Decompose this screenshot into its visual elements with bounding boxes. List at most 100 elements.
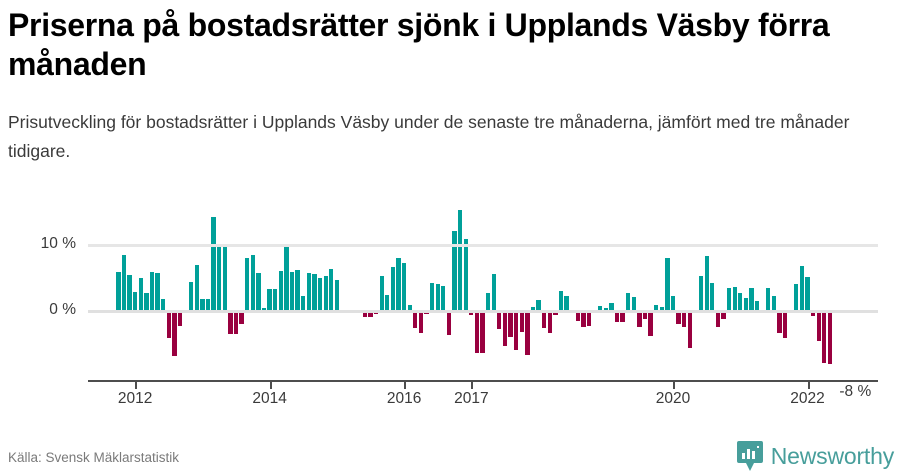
x-axis-tick [807, 382, 810, 389]
bar [413, 310, 418, 328]
bar [637, 310, 642, 328]
bar [390, 267, 396, 311]
bar [289, 272, 295, 311]
bar [519, 310, 524, 333]
bar [189, 281, 194, 311]
bar [575, 310, 580, 322]
bar [362, 310, 368, 318]
bar [194, 265, 199, 311]
bar [127, 274, 132, 311]
bar [317, 277, 323, 311]
bar [810, 310, 816, 316]
bar [654, 304, 659, 311]
bar [233, 310, 239, 335]
bar [822, 310, 827, 364]
bar [256, 272, 261, 311]
bar [726, 288, 732, 311]
bar [749, 287, 754, 311]
bar [155, 272, 160, 311]
bar-series [88, 205, 878, 370]
bar [429, 282, 435, 311]
bar [396, 258, 401, 311]
bar [133, 292, 138, 311]
bar [614, 310, 620, 323]
bar [805, 276, 810, 311]
bar [211, 216, 216, 311]
bar [525, 310, 530, 356]
bar [508, 310, 513, 337]
bar [418, 310, 424, 334]
bar [514, 310, 519, 351]
bar [648, 310, 653, 336]
bar [446, 310, 452, 335]
bar [502, 310, 508, 347]
page-subtitle: Prisutveckling för bostadsrätter i Uppla… [8, 112, 850, 161]
bar [766, 287, 771, 311]
bar [491, 274, 496, 311]
bar [665, 257, 670, 311]
bar [401, 263, 407, 311]
bar [581, 310, 586, 328]
x-axis-tick-label: 2020 [655, 390, 691, 407]
bar [547, 310, 552, 334]
bar [222, 246, 227, 311]
bar [497, 310, 502, 330]
bar [368, 310, 373, 318]
bar [799, 266, 805, 311]
x-axis-tick-label: 2016 [386, 390, 422, 407]
bar [172, 310, 177, 357]
bar [715, 310, 720, 328]
bar-chart: 10 % 0 % 2012 2014 2016 2017 2020 2022 -8 % [0, 195, 900, 410]
bar [239, 310, 244, 324]
bar [323, 276, 328, 311]
bar [463, 238, 468, 311]
bar [261, 307, 267, 311]
bar [732, 286, 737, 311]
y-axis-tick-label: 10 % [40, 234, 76, 252]
bar [710, 282, 715, 311]
bar [530, 306, 536, 311]
page-title: Priserna på bostadsrätter sjönk i Upplan… [8, 7, 830, 82]
bar [553, 310, 558, 316]
bar [777, 310, 782, 334]
bar [228, 310, 233, 335]
bar [329, 269, 334, 311]
bar [687, 310, 692, 348]
bar [536, 300, 541, 311]
last-value-label: -8 % [839, 383, 872, 400]
bar [295, 269, 300, 311]
y-axis-tick-label: 0 % [49, 300, 76, 318]
bar [301, 296, 306, 311]
x-axis-tick [135, 382, 138, 389]
bar [284, 245, 289, 311]
x-axis-tick-label: 2022 [790, 390, 825, 407]
bar [698, 276, 704, 311]
x-axis-line [88, 380, 878, 382]
bar [267, 289, 272, 311]
bar [609, 303, 614, 311]
bar [743, 298, 749, 311]
bar [435, 284, 440, 311]
bar [474, 310, 480, 354]
bar [217, 245, 222, 311]
bar [144, 293, 149, 311]
bar [704, 256, 709, 311]
zero-line [88, 309, 878, 313]
x-axis-tick [269, 382, 272, 389]
bar [738, 292, 743, 311]
bar [631, 296, 636, 311]
bar [564, 296, 569, 311]
bar [177, 310, 183, 327]
bar [334, 280, 339, 311]
bar [306, 272, 311, 311]
source-note: Källa: Svensk Mäklarstatistik [8, 450, 180, 465]
bar [278, 271, 283, 311]
bar [273, 288, 278, 311]
bar [480, 310, 485, 353]
bar [676, 310, 681, 325]
newsworthy-wordmark: Newsworthy [770, 442, 894, 469]
bar [312, 274, 317, 311]
bar [620, 310, 625, 322]
newsworthy-pin-bars-icon [736, 441, 763, 471]
